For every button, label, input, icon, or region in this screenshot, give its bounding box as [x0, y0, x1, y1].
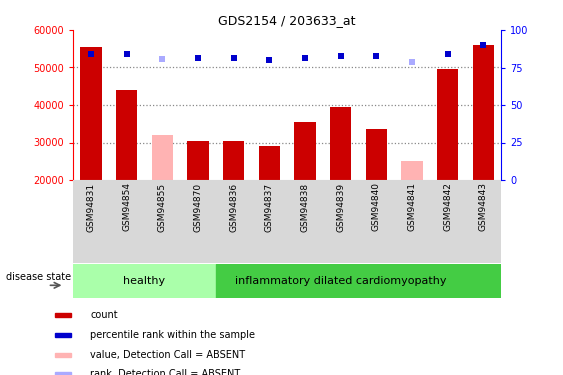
- Text: healthy: healthy: [123, 276, 166, 286]
- Bar: [401, 161, 423, 180]
- Text: GSM94831: GSM94831: [87, 183, 96, 232]
- Bar: [187, 141, 209, 180]
- Text: disease state: disease state: [6, 272, 71, 282]
- Text: GSM94870: GSM94870: [194, 183, 203, 232]
- Bar: [258, 146, 280, 180]
- Bar: [55, 352, 72, 357]
- Text: percentile rank within the sample: percentile rank within the sample: [90, 330, 255, 340]
- Text: GSM94841: GSM94841: [408, 183, 417, 231]
- Bar: [223, 141, 244, 180]
- Bar: [81, 47, 102, 180]
- Text: rank, Detection Call = ABSENT: rank, Detection Call = ABSENT: [90, 369, 240, 375]
- Text: value, Detection Call = ABSENT: value, Detection Call = ABSENT: [90, 350, 245, 360]
- Bar: [472, 45, 494, 180]
- Text: inflammatory dilated cardiomyopathy: inflammatory dilated cardiomyopathy: [235, 276, 446, 286]
- Text: GSM94843: GSM94843: [479, 183, 488, 231]
- Bar: [116, 90, 137, 180]
- Text: GSM94838: GSM94838: [301, 183, 310, 232]
- Text: GSM94839: GSM94839: [336, 183, 345, 232]
- Bar: [365, 129, 387, 180]
- Text: GSM94836: GSM94836: [229, 183, 238, 232]
- Bar: [437, 69, 458, 180]
- Text: GSM94837: GSM94837: [265, 183, 274, 232]
- Text: GSM94840: GSM94840: [372, 183, 381, 231]
- Bar: [55, 333, 72, 337]
- Title: GDS2154 / 203633_at: GDS2154 / 203633_at: [218, 15, 356, 27]
- Text: count: count: [90, 310, 118, 320]
- Bar: [55, 372, 72, 375]
- Bar: [330, 107, 351, 180]
- Bar: [151, 135, 173, 180]
- Bar: [73, 264, 216, 298]
- Bar: [216, 264, 501, 298]
- Text: GSM94854: GSM94854: [122, 183, 131, 231]
- Bar: [294, 122, 316, 180]
- Bar: [55, 313, 72, 317]
- Text: GSM94842: GSM94842: [443, 183, 452, 231]
- Text: GSM94855: GSM94855: [158, 183, 167, 232]
